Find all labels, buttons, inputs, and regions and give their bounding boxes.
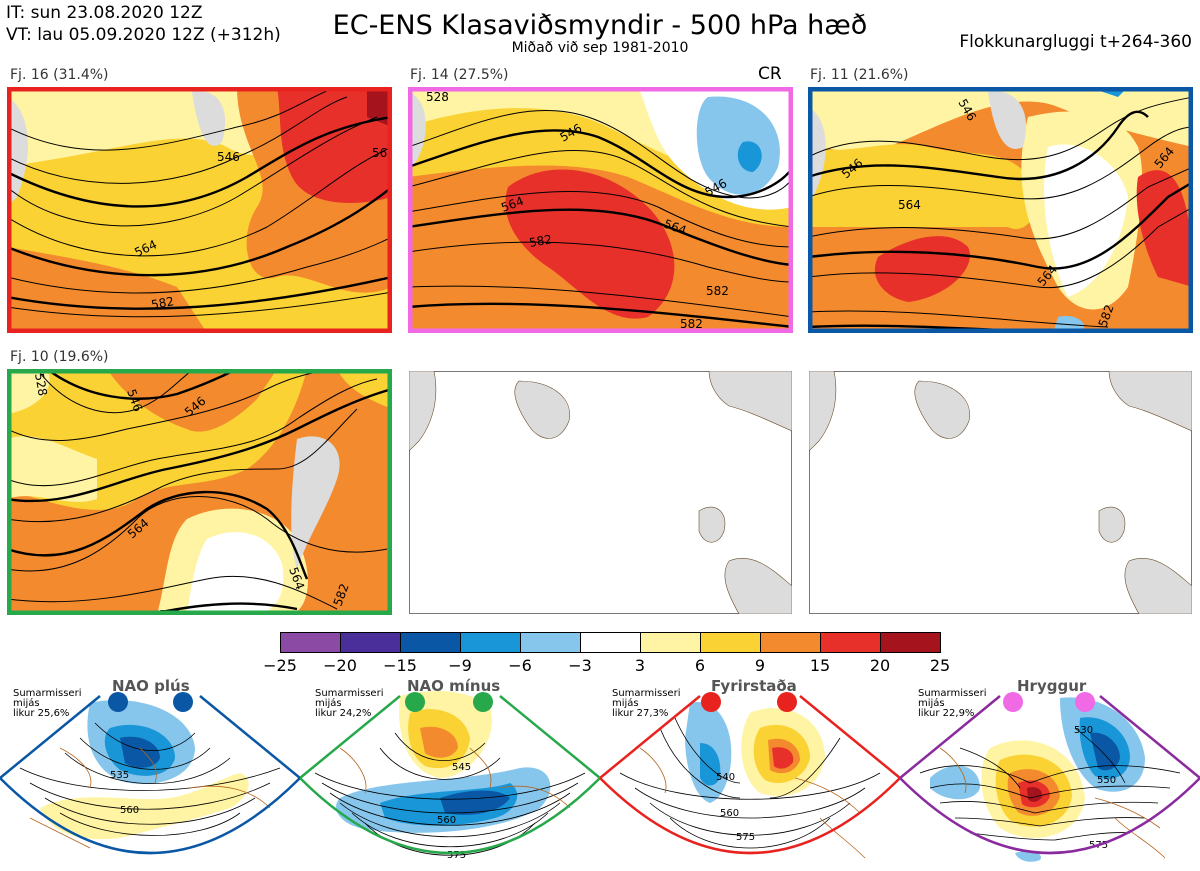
regime-note-line: Sumarmisseri — [13, 688, 82, 699]
colorbar-swatch — [580, 632, 641, 653]
colorbar-swatch — [820, 632, 881, 653]
regime-dot — [173, 692, 193, 712]
colorbar-tick: 3 — [634, 656, 646, 675]
regime-dot — [1003, 692, 1023, 712]
regime-note-line: likur 27,3% — [612, 708, 669, 719]
regime-note-line: mijás — [918, 698, 945, 709]
regime-dot — [701, 692, 721, 712]
contour-label: 545 — [452, 762, 471, 773]
colorbar-swatch — [760, 632, 821, 653]
colorbar-tick: 20 — [869, 656, 891, 675]
colorbar-swatch — [640, 632, 701, 653]
cluster-map-panel-4: 546 528 546 564 564 582 582 — [7, 369, 392, 615]
regime-map-4: 530 550 575 — [900, 692, 1200, 862]
cluster-map-panel-3: 546 546 564 564 564 582 — [808, 87, 1193, 333]
regime-dot — [405, 692, 425, 712]
classification-window: Flokkunargluggi t+264-360 — [959, 32, 1192, 52]
contour-label: 575 — [447, 850, 466, 861]
contour-label: 560 — [120, 805, 139, 816]
colorbar-swatch — [700, 632, 761, 653]
regime-title-2: NAO mínus — [407, 677, 501, 695]
colorbar-swatch — [340, 632, 401, 653]
colorbar-tick: −20 — [323, 656, 357, 675]
regime-note-line: Sumarmisseri — [315, 688, 384, 699]
cluster-map-panel-1: 546 564 582 56 — [7, 87, 392, 333]
regime-note-line: mijás — [612, 698, 639, 709]
colorbar-tick: 6 — [694, 656, 706, 675]
contour-label: 546 — [217, 150, 240, 164]
colorbar-tick: −25 — [263, 656, 297, 675]
regime-note-line: Sumarmisseri — [612, 688, 681, 699]
panel-label-2: Fj. 14 (27.5%) — [410, 67, 509, 83]
regime-note-1: Sumarmisseri mijás likur 25,6% — [13, 689, 81, 719]
regime-dot — [108, 692, 128, 712]
colorbar-swatch — [280, 632, 341, 653]
regime-note-2: Sumarmisseri mijás likur 24,2% — [315, 689, 383, 719]
regime-note-line: mijás — [315, 698, 342, 709]
panel-label-3: Fj. 11 (21.6%) — [810, 67, 909, 83]
regime-note-4: Sumarmisseri mijás likur 22,9% — [918, 689, 986, 719]
colorbar-swatch — [520, 632, 581, 653]
cr-tag: CR — [758, 64, 782, 84]
regime-title-1: NAO plús — [112, 677, 190, 695]
regime-note-line: likur 24,2% — [315, 708, 372, 719]
regime-note-line: likur 25,6% — [13, 708, 70, 719]
regime-dot — [1075, 692, 1095, 712]
regime-title-4: Hryggur — [1017, 677, 1087, 695]
regime-dot — [473, 692, 493, 712]
empty-map-panel-6 — [809, 371, 1192, 614]
colorbar-swatch — [460, 632, 521, 653]
colorbar-tick: −3 — [568, 656, 592, 675]
contour-label: 582 — [528, 232, 553, 250]
regime-map-1: 535 560 — [0, 692, 300, 855]
regime-note-line: mijás — [13, 698, 40, 709]
contour-label: 535 — [110, 770, 129, 781]
colorbar-swatch — [400, 632, 461, 653]
regime-map-3: 540 560 575 — [600, 692, 900, 859]
panel-label-1: Fj. 16 (31.4%) — [10, 67, 109, 83]
contour-label: 540 — [716, 772, 735, 783]
contour-label: 582 — [150, 294, 175, 312]
colorbar-tick: −15 — [383, 656, 417, 675]
contour-label: 530 — [1074, 725, 1093, 736]
contour-label: 582 — [680, 317, 703, 331]
regime-note-3: Sumarmisseri mijás likur 27,3% — [612, 689, 680, 719]
page-title: EC-ENS Klasaviðsmyndir - 500 hPa hæð — [332, 10, 868, 41]
cluster-map-panel-2: 528 546 546 564 564 582 582 582 — [408, 87, 793, 333]
valid-time: VT: lau 05.09.2020 12Z (+312h) — [6, 25, 281, 45]
contour-label: 550 — [1097, 775, 1116, 786]
contour-label: 564 — [898, 198, 921, 212]
colorbar — [280, 632, 941, 653]
contour-label: 560 — [437, 815, 456, 826]
colorbar-tick: −6 — [508, 656, 532, 675]
colorbar-swatch — [880, 632, 941, 653]
colorbar-tick: −9 — [448, 656, 472, 675]
contour-label: 56 — [372, 146, 387, 160]
colorbar-tick: 9 — [754, 656, 766, 675]
contour-label: 528 — [32, 372, 50, 397]
colorbar-tick: 15 — [809, 656, 831, 675]
regime-title-3: Fyrirstaða — [711, 677, 797, 695]
contour-label: 582 — [706, 284, 729, 298]
regime-note-line: likur 22,9% — [918, 708, 975, 719]
regime-note-line: Sumarmisseri — [918, 688, 987, 699]
colorbar-tick: 25 — [929, 656, 951, 675]
contour-label: 528 — [426, 90, 449, 104]
page-subtitle: Miðað við sep 1981-2010 — [511, 40, 689, 56]
initial-time: IT: sun 23.08.2020 12Z — [6, 3, 203, 23]
empty-map-panel-5 — [409, 371, 792, 614]
header-times: IT: sun 23.08.2020 12Z VT: lau 05.09.202… — [6, 2, 281, 46]
regime-dot — [777, 692, 797, 712]
contour-label: 575 — [736, 832, 755, 843]
regime-map-2: 545 560 575 — [300, 691, 600, 861]
contour-label: 560 — [720, 808, 739, 819]
panel-label-4: Fj. 10 (19.6%) — [10, 349, 109, 365]
